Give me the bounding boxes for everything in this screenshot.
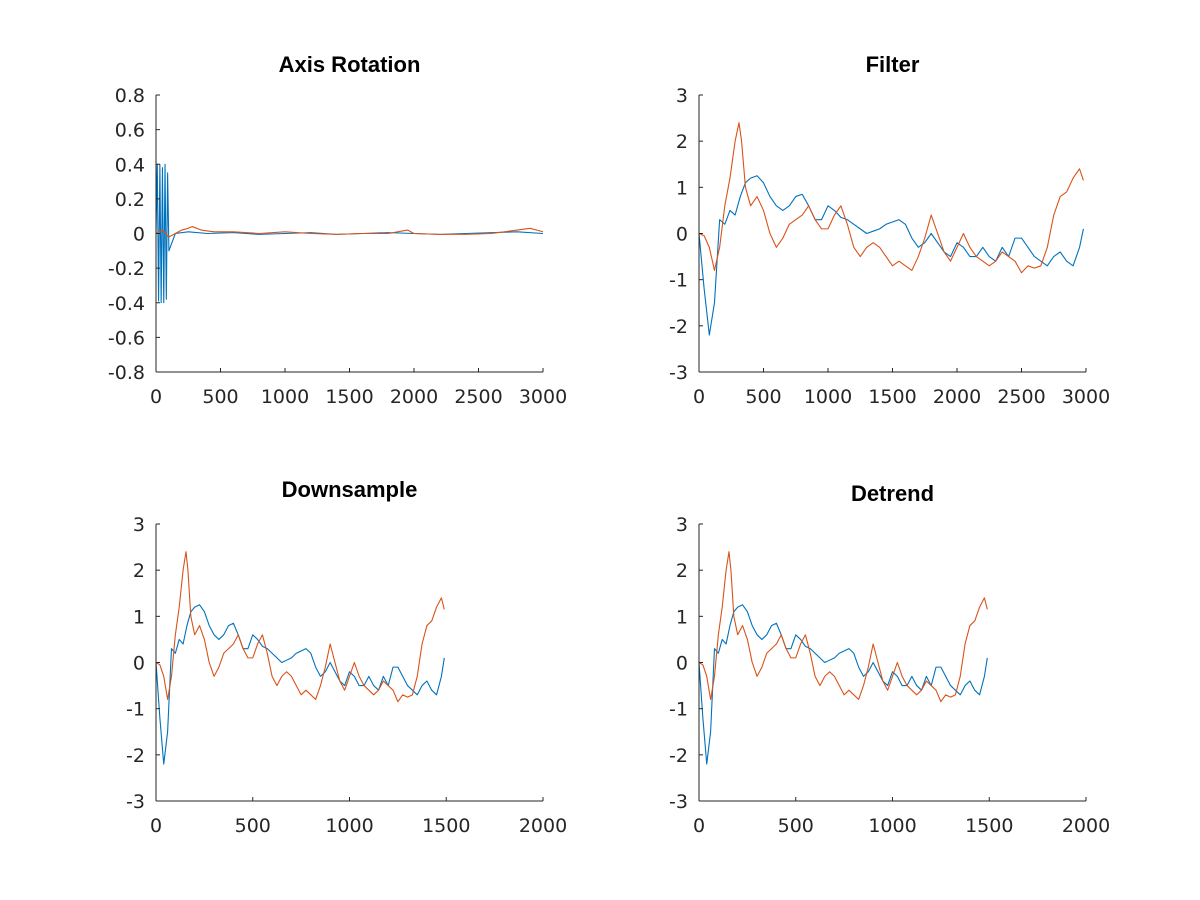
y-tick-label: -2: [669, 745, 688, 767]
y-tick-label: 3: [676, 85, 688, 107]
y-tick-label: 0.4: [115, 154, 145, 176]
y-tick-label: -0.4: [108, 293, 145, 315]
x-tick-label: 0: [150, 815, 162, 837]
x-tick-label: 1000: [325, 815, 373, 837]
y-tick-label: 0.6: [115, 120, 145, 142]
y-tick-label: 0.2: [115, 189, 145, 211]
chart-title: Detrend: [851, 481, 934, 506]
x-tick-label: 2000: [519, 815, 567, 837]
y-tick-label: 0: [676, 224, 688, 246]
x-tick-label: 1500: [325, 386, 373, 408]
x-tick-label: 2500: [997, 386, 1045, 408]
y-tick-label: 1: [133, 606, 145, 628]
y-tick-label: -3: [669, 791, 688, 813]
y-tick-label: 0: [133, 653, 145, 675]
y-tick-label: 3: [676, 514, 688, 536]
x-tick-label: 2000: [1062, 815, 1110, 837]
y-tick-label: 2: [676, 560, 688, 582]
series-line-1: [155, 551, 445, 703]
y-tick-label: 0: [133, 224, 145, 246]
y-tick-label: 0: [676, 653, 688, 675]
x-tick-label: 0: [693, 386, 705, 408]
x-tick-label: 2500: [454, 386, 502, 408]
y-tick-label: -2: [126, 745, 145, 767]
subplot-1: 0 500 1000 1500 2000 2500 3000 -3 -2 -1 0 1 2 3 Filter: [669, 52, 1110, 408]
chart-title: Filter: [866, 52, 920, 77]
y-tick-label: -2: [669, 316, 688, 338]
x-tick-label: 1500: [868, 386, 916, 408]
x-tick-label: 0: [150, 386, 162, 408]
series-line-1: [698, 122, 1084, 274]
x-tick-label: 1500: [965, 815, 1013, 837]
x-tick-label: 3000: [519, 386, 567, 408]
y-tick-label: -1: [669, 270, 688, 292]
x-tick-label: 2000: [933, 386, 981, 408]
y-tick-label: -1: [126, 699, 145, 721]
series-line-0: [698, 175, 1084, 336]
x-tick-label: 1500: [422, 815, 470, 837]
x-tick-label: 500: [745, 386, 781, 408]
x-tick-label: 500: [202, 386, 238, 408]
subplot-0: 0 500 1000 1500 2000 2500 3000 -0.8 -0.6 -0.4 -0.2…: [108, 52, 567, 408]
x-tick-label: 1000: [804, 386, 852, 408]
subplot-3: 0 500 1000 1500 2000 -3 -2 -1 0 1 2 3 Detrend: [669, 481, 1110, 837]
x-tick-label: 3000: [1062, 386, 1110, 408]
series-line-1: [698, 551, 988, 703]
y-tick-label: -3: [126, 791, 145, 813]
x-tick-label: 500: [778, 815, 814, 837]
y-tick-label: 2: [676, 131, 688, 153]
y-tick-label: -0.6: [108, 327, 145, 349]
x-tick-label: 1000: [261, 386, 309, 408]
series-line-0: [698, 604, 988, 765]
x-tick-label: 0: [693, 815, 705, 837]
x-tick-label: 500: [235, 815, 271, 837]
subplot-2: 0 500 1000 1500 2000 -3 -2 -1 0 1 2 3 Downsample: [126, 477, 567, 837]
y-tick-label: -3: [669, 362, 688, 384]
y-tick-label: 3: [133, 514, 145, 536]
y-tick-label: 0.8: [115, 85, 145, 107]
y-tick-label: -0.8: [108, 362, 145, 384]
y-tick-label: 1: [676, 606, 688, 628]
y-tick-label: -0.2: [108, 258, 145, 280]
series-line-0: [155, 604, 445, 765]
x-tick-label: 1000: [868, 815, 916, 837]
y-tick-label: 1: [676, 177, 688, 199]
chart-title: Axis Rotation: [279, 52, 421, 77]
series-line-1: [155, 226, 544, 238]
x-tick-label: 2000: [390, 386, 438, 408]
chart-title: Downsample: [282, 477, 418, 502]
y-tick-label: 2: [133, 560, 145, 582]
y-tick-label: -1: [669, 699, 688, 721]
